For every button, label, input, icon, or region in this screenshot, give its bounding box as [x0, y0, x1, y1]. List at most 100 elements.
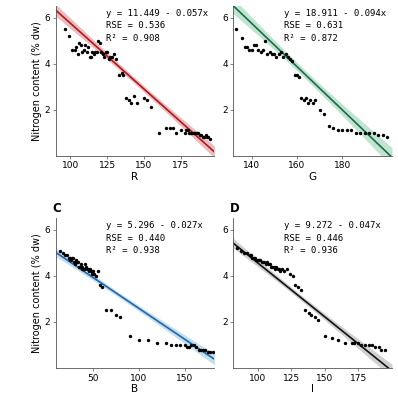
Point: [131, 92, 137, 99]
Point: [89, 49, 96, 55]
Point: [183, 127, 189, 134]
Point: [79, 49, 85, 55]
Point: [312, 97, 318, 104]
Point: [136, 337, 142, 344]
Point: [253, 42, 259, 48]
Point: [100, 51, 106, 58]
Point: [78, 261, 84, 268]
Point: [78, 42, 84, 48]
Point: [378, 346, 384, 353]
Point: [246, 46, 252, 53]
Point: [163, 340, 170, 346]
Point: [88, 270, 95, 277]
Point: [248, 46, 255, 53]
Point: [287, 56, 293, 62]
Point: [74, 51, 81, 58]
Point: [101, 54, 107, 60]
Point: [75, 259, 81, 265]
Point: [108, 54, 115, 60]
Point: [197, 346, 204, 353]
Text: B: B: [230, 0, 239, 3]
Point: [189, 129, 195, 136]
Point: [264, 51, 271, 58]
Point: [249, 254, 256, 261]
Point: [330, 125, 336, 131]
Point: [255, 46, 261, 53]
Point: [348, 127, 355, 134]
Point: [86, 54, 93, 60]
Point: [183, 344, 190, 350]
Point: [69, 254, 76, 261]
Point: [349, 340, 355, 346]
Point: [369, 342, 375, 348]
Point: [371, 344, 378, 350]
Point: [321, 111, 327, 117]
Point: [362, 129, 368, 136]
Point: [154, 340, 160, 346]
Text: y = 9.272 - 0.047x
RSE = 0.446
R² = 0.936: y = 9.272 - 0.047x RSE = 0.446 R² = 0.93…: [284, 222, 381, 256]
Point: [199, 134, 206, 140]
Point: [366, 129, 373, 136]
Point: [144, 97, 150, 104]
Point: [351, 340, 357, 346]
Point: [326, 122, 332, 129]
Point: [73, 257, 79, 263]
Point: [315, 316, 321, 323]
Point: [66, 254, 73, 261]
Point: [91, 270, 98, 277]
Point: [98, 49, 104, 55]
Point: [84, 49, 90, 55]
Point: [67, 257, 74, 263]
Point: [87, 266, 93, 272]
Point: [172, 342, 179, 348]
Point: [188, 342, 195, 348]
Point: [178, 127, 184, 134]
Point: [250, 254, 257, 261]
Point: [105, 56, 112, 62]
Point: [269, 51, 275, 58]
Point: [92, 49, 99, 55]
Point: [358, 342, 364, 348]
Point: [61, 26, 68, 32]
Point: [88, 268, 94, 274]
Point: [72, 46, 78, 53]
X-axis label: R: R: [131, 172, 139, 182]
Point: [267, 261, 273, 268]
Point: [104, 49, 110, 55]
Point: [292, 282, 298, 288]
Point: [93, 273, 100, 279]
Point: [322, 332, 328, 339]
Point: [300, 97, 307, 104]
Point: [258, 259, 265, 265]
Point: [234, 245, 241, 252]
Point: [90, 268, 96, 274]
Point: [95, 268, 101, 274]
Point: [207, 136, 213, 143]
Point: [241, 250, 247, 256]
Point: [310, 100, 316, 106]
Point: [316, 106, 323, 113]
Point: [193, 344, 199, 350]
Point: [204, 134, 210, 140]
Point: [195, 346, 202, 353]
Text: y = 11.449 - 0.057x
RSE = 0.536
R² = 0.908: y = 11.449 - 0.057x RSE = 0.536 R² = 0.9…: [107, 9, 209, 43]
Point: [269, 264, 275, 270]
Point: [191, 129, 197, 136]
Point: [244, 250, 250, 256]
Point: [86, 268, 92, 274]
Point: [191, 342, 197, 348]
Point: [264, 259, 270, 265]
Point: [298, 95, 304, 101]
Point: [239, 35, 246, 42]
Point: [246, 252, 253, 258]
Point: [296, 74, 302, 80]
Y-axis label: Nitrogen content (% dw): Nitrogen content (% dw): [31, 21, 42, 141]
Point: [205, 349, 211, 355]
Point: [312, 314, 318, 320]
Point: [355, 340, 362, 346]
Point: [262, 261, 269, 268]
Point: [84, 266, 90, 272]
X-axis label: B: B: [131, 384, 139, 394]
Point: [272, 266, 278, 272]
Point: [167, 125, 174, 131]
